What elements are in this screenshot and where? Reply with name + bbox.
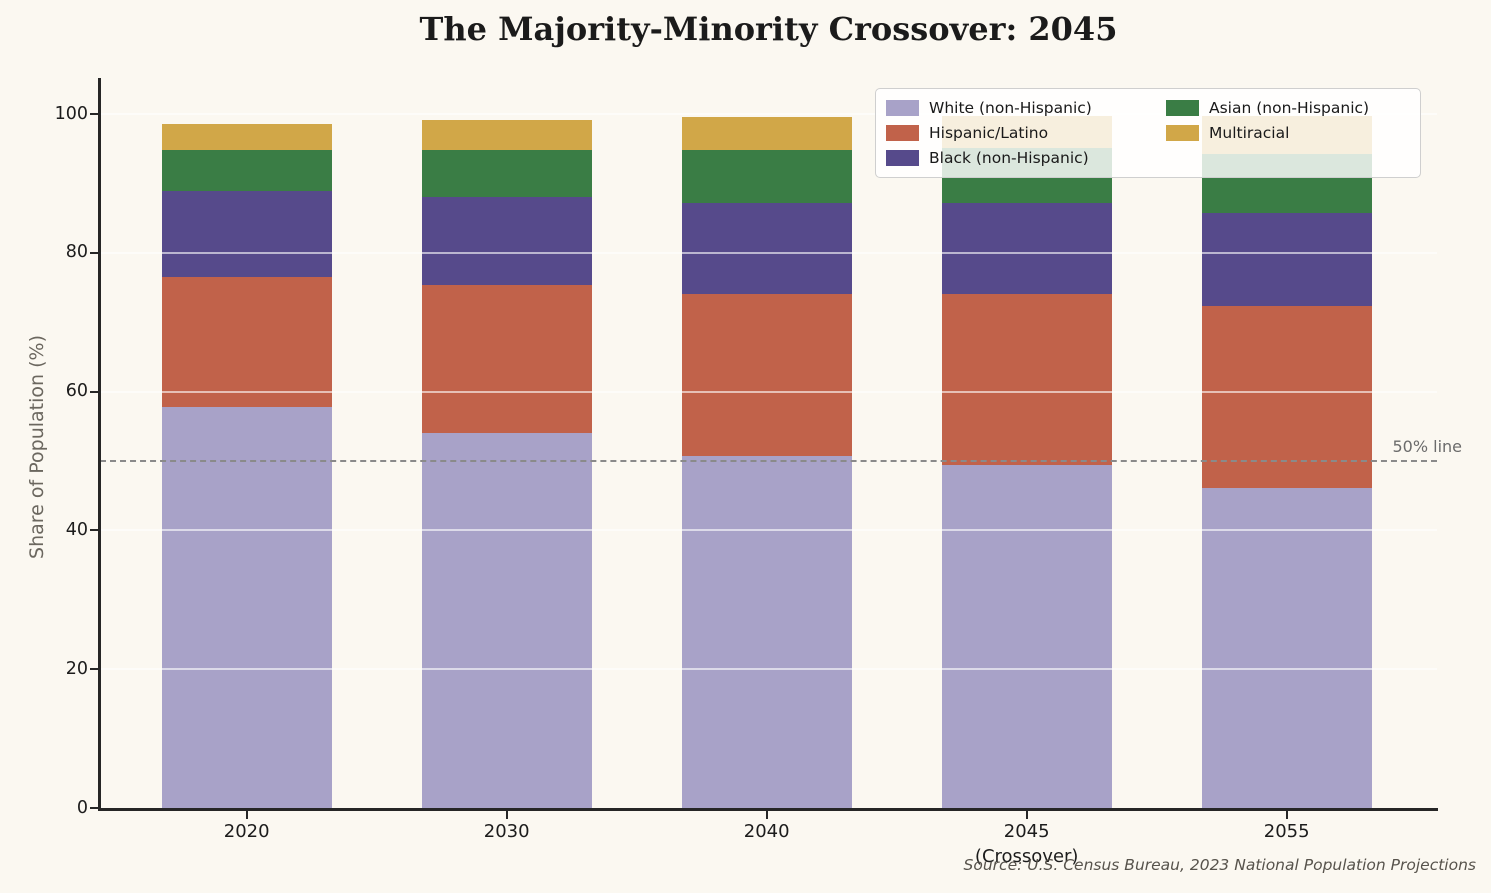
bar-segment [1201,213,1372,306]
legend-item: Black (non-Hispanic) [886,149,1166,167]
y-tick-label: 20 [65,658,88,679]
bar-segment [681,150,852,203]
legend-swatch [1166,99,1199,116]
y-tick-label: 60 [65,381,88,402]
bar-segment [161,124,332,151]
y-axis-spine [98,78,101,811]
bar-segment [421,197,592,286]
bar-segment [941,202,1112,294]
bar-segment [161,150,332,192]
y-axis-label: Share of Population (%) [26,335,48,559]
bar-segment [941,465,1112,808]
gridline [100,529,1437,532]
legend-label: Multiracial [1209,123,1290,142]
legend-swatch [886,124,919,141]
y-tick-label: 40 [65,519,88,540]
x-tick-mark [765,811,768,819]
x-tick-sublabel: (Crossover) [974,846,1079,867]
plot-area [100,113,1437,808]
legend-item: Hispanic/Latino [886,124,1166,142]
legend-label: White (non-Hispanic) [929,98,1092,117]
y-tick-label: 100 [54,103,88,124]
y-tick-label: 0 [76,797,88,818]
y-tick-label: 80 [65,242,88,263]
x-tick-mark [505,811,508,819]
x-tick-label: 2020 [223,821,270,842]
x-tick-label: 2030 [483,821,530,842]
bar-segment [681,456,852,808]
x-axis-spine [98,808,1438,811]
bar-segment [941,293,1112,466]
legend-swatch [886,150,919,167]
gridline [100,251,1437,254]
legend-label: Black (non-Hispanic) [929,149,1089,168]
x-tick-label: 2040 [743,821,790,842]
legend-label: Asian (non-Hispanic) [1209,98,1370,117]
bar-segment [421,285,592,434]
legend-swatch [1166,124,1199,141]
reference-line-label: 50% line [1392,437,1462,456]
y-tick-mark [90,251,98,254]
bar-segment [161,406,332,808]
x-tick-label: 2055 [1263,821,1310,842]
gridline [100,113,1437,115]
legend-swatch [886,99,919,116]
source-note: Source: U.S. Census Bureau, 2023 Nationa… [963,856,1476,874]
bar-segment [681,202,852,294]
bar-segment [1201,488,1372,808]
legend-item: Asian (non-Hispanic) [1166,99,1410,117]
y-tick-mark [90,113,98,115]
bar-segment [161,191,332,278]
legend-label: Hispanic/Latino [929,123,1049,142]
y-tick-mark [90,390,98,393]
bar-segment [421,150,592,198]
bar-segment [1201,305,1372,489]
bar-segment [421,433,592,808]
y-tick-mark [90,807,98,809]
bar-segment [161,277,332,407]
y-tick-mark [90,668,98,671]
gridline [100,668,1437,671]
legend-item: Multiracial [1166,124,1410,142]
bar-segment [681,293,852,457]
bar-segment [681,116,852,151]
reference-line [100,460,1437,462]
legend: White (non-Hispanic) Hispanic/Latino Black… [875,88,1421,178]
chart-title: The Majority-Minority Crossover: 2045 [419,10,1118,48]
x-tick-mark [1285,811,1288,819]
y-tick-mark [90,529,98,532]
legend-item: White (non-Hispanic) [886,99,1166,117]
bar-segment [421,119,592,151]
gridline [100,390,1437,393]
x-tick-label: 2045 [1003,821,1050,842]
x-tick-mark [245,811,248,819]
x-tick-mark [1025,811,1028,819]
